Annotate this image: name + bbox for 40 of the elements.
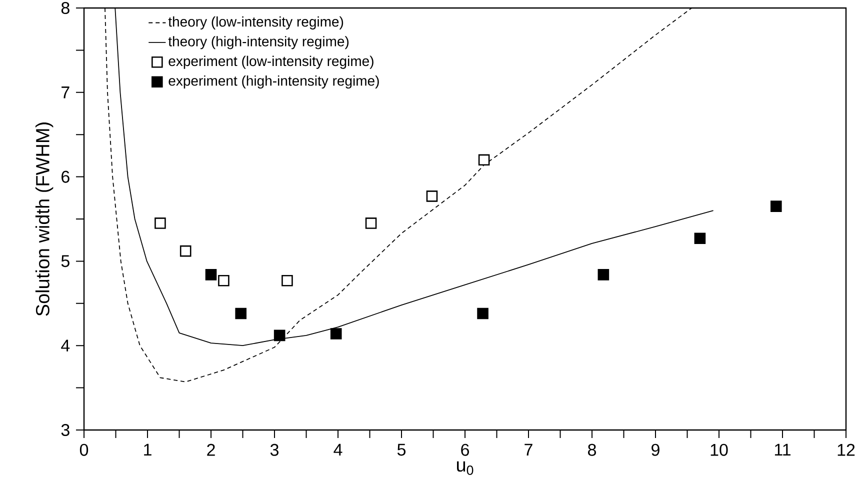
x-tick-label: 10 [710, 444, 728, 456]
x-tick-label: 5 [397, 444, 406, 456]
y-tick-label: 5 [61, 255, 70, 268]
point [205, 269, 217, 280]
y-tick-label: 3 [61, 424, 70, 436]
legend-label: experiment (low-intensity regime) [168, 56, 374, 69]
x-tick-label: 6 [461, 444, 469, 456]
y-tick-label: 6 [62, 170, 70, 183]
y-tick-label: 8 [61, 2, 70, 14]
point [274, 330, 286, 342]
x-tick-label: 4 [334, 444, 342, 456]
x-tick-label: 7 [524, 444, 532, 456]
point [180, 245, 192, 257]
point [330, 328, 342, 340]
x-tick-label: 8 [588, 444, 596, 456]
point [770, 200, 782, 212]
x-tick-label: 11 [774, 444, 790, 456]
y-axis-title: Solution width (FWHM) [35, 122, 54, 316]
point [478, 154, 490, 166]
x-tick-label: 2 [207, 444, 215, 456]
x-axis-title: u$_{0}$ [457, 461, 474, 475]
x-tick-label: 1 [144, 444, 152, 456]
point [218, 274, 230, 286]
point [235, 308, 247, 320]
point [694, 232, 706, 244]
point [282, 274, 293, 286]
legend-label: theory (low-intensity regime) [168, 16, 344, 30]
point [154, 218, 166, 229]
x-tick-label: 12 [838, 444, 855, 456]
x-tick-label: 9 [652, 444, 660, 456]
x-tick-label: 0 [80, 444, 88, 456]
x-tick-label: 3 [270, 444, 278, 456]
legend-label: theory (high-intensity regime) [168, 36, 349, 50]
y-tick-label: 4 [61, 340, 70, 352]
point [477, 308, 488, 320]
point [365, 218, 377, 229]
legend-label: experiment (high-intensity regime) [168, 75, 379, 89]
point [426, 190, 438, 202]
point [598, 269, 610, 280]
y-tick-label: 7 [62, 86, 70, 98]
